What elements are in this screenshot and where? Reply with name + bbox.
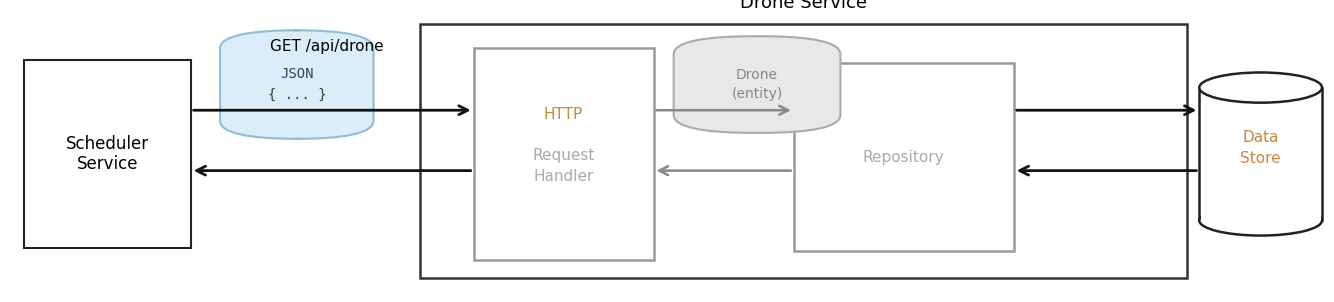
Text: JSON
{ ... }: JSON { ... } [268, 67, 325, 102]
FancyBboxPatch shape [674, 36, 840, 133]
FancyBboxPatch shape [220, 30, 374, 139]
Ellipse shape [1199, 72, 1322, 103]
Text: Drone Service: Drone Service [740, 0, 867, 12]
Text: GET /api/drone: GET /api/drone [269, 39, 384, 54]
Text: HTTP: HTTP [544, 107, 583, 122]
Text: Drone
(entity): Drone (entity) [731, 68, 783, 101]
FancyBboxPatch shape [420, 24, 1187, 278]
Text: Data
Store: Data Store [1241, 130, 1281, 166]
FancyBboxPatch shape [794, 63, 1014, 251]
Text: Repository: Repository [863, 149, 944, 165]
FancyBboxPatch shape [474, 48, 654, 260]
FancyBboxPatch shape [24, 60, 191, 248]
Ellipse shape [1199, 205, 1322, 236]
Text: Request
Handler: Request Handler [532, 148, 595, 184]
Bar [1199, 88, 1322, 220]
Bar [1201, 88, 1321, 220]
Text: Scheduler
Service: Scheduler Service [65, 135, 149, 173]
